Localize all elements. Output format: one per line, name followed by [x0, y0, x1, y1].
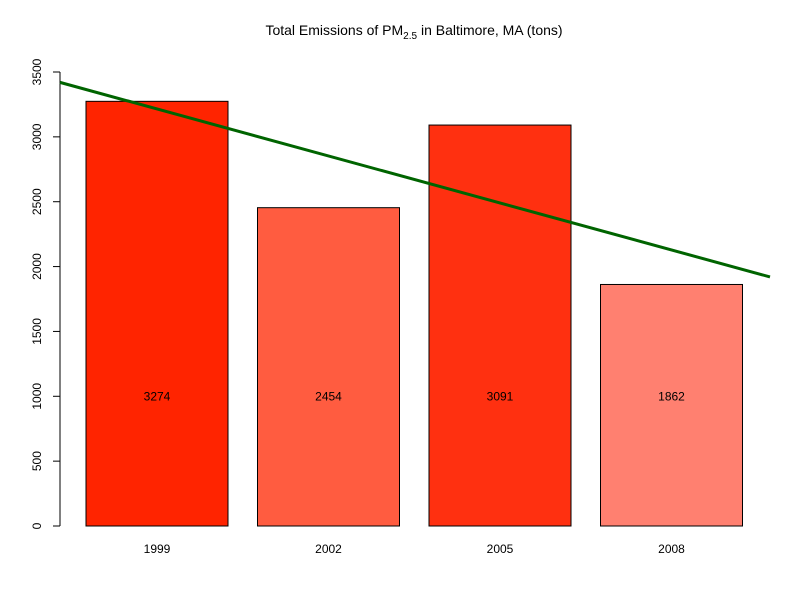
x-tick-label-2005: 2005 [487, 542, 514, 556]
x-tick-label-2002: 2002 [315, 542, 342, 556]
y-tick-label-3500: 3500 [30, 58, 44, 85]
value-labels-group: 3274 2454 3091 1862 [144, 389, 686, 403]
chart-title-rest: in Baltimore, MA (tons) [417, 22, 563, 38]
x-tick-labels-group: 1999 2002 2005 2008 [144, 542, 686, 556]
y-tick-label-2000: 2000 [30, 253, 44, 280]
value-label-2005: 3091 [487, 389, 514, 403]
bar-2002 [257, 207, 400, 527]
y-tick-label-0: 0 [30, 522, 44, 529]
bar-2008 [600, 283, 743, 527]
chart-title-subscript: 2.5 [403, 31, 417, 42]
trend-line [59, 80, 771, 279]
chart-title-main: Total Emissions of PM [265, 22, 403, 38]
bar-1999 [85, 100, 229, 527]
y-tick-label-500: 500 [30, 451, 44, 471]
value-label-1999: 3274 [144, 389, 171, 403]
y-tick-label-3000: 3000 [30, 123, 44, 150]
y-ticks-group: 0 500 1000 1500 2000 2500 3000 3500 [30, 58, 60, 529]
x-tick-label-2008: 2008 [658, 542, 685, 556]
bar-2005 [428, 124, 572, 527]
chart-title: Total Emissions of PM2.5 in Baltimore, M… [265, 22, 562, 42]
x-tick-label-1999: 1999 [144, 542, 171, 556]
y-tick-label-1500: 1500 [30, 318, 44, 345]
y-tick-label-2500: 2500 [30, 188, 44, 215]
value-label-2002: 2454 [315, 389, 342, 403]
bars-group [85, 100, 743, 527]
value-label-2008: 1862 [658, 389, 685, 403]
y-tick-label-1000: 1000 [30, 383, 44, 410]
